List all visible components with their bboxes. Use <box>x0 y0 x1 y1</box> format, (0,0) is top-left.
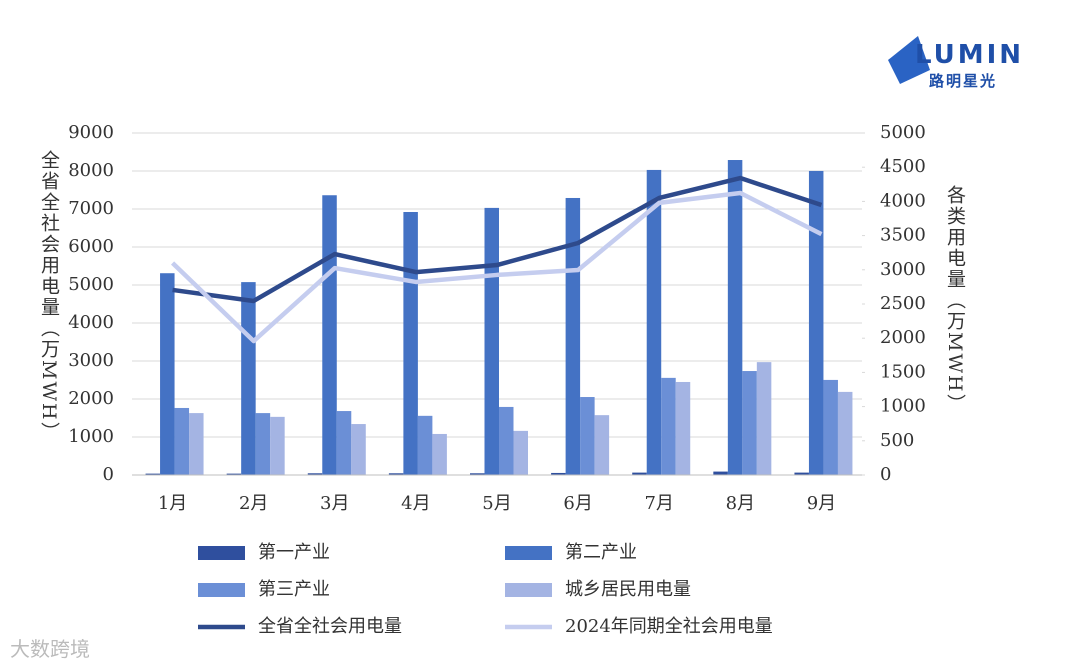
line <box>170 190 823 344</box>
bar <box>351 424 366 475</box>
bar <box>241 282 256 475</box>
y2-tick-label: 5000 <box>880 122 926 143</box>
y-tick-label: 2000 <box>68 388 114 409</box>
bar <box>226 473 242 475</box>
bar <box>713 471 728 475</box>
legend-label: 全省全社会用电量 <box>258 616 402 637</box>
bar <box>551 472 566 475</box>
x-tick-label: 1月 <box>158 493 187 514</box>
logo: LUMIN 路明星光 <box>915 40 1024 91</box>
x-tick-label: 9月 <box>807 493 836 514</box>
legend-label: 第三产业 <box>258 579 330 600</box>
bar <box>336 411 352 475</box>
legend-swatch <box>198 583 245 597</box>
y2-tick-label: 1500 <box>880 361 926 382</box>
bar <box>675 381 691 475</box>
bar <box>417 415 433 475</box>
legend-swatch <box>198 546 245 560</box>
bar <box>661 377 676 475</box>
bar <box>580 397 595 475</box>
bar <box>174 407 190 475</box>
bar <box>594 415 610 475</box>
y2-tick-label: 1000 <box>880 396 926 417</box>
y2-tick-label: 3000 <box>880 259 926 280</box>
bar <box>808 170 824 475</box>
bar <box>742 371 757 475</box>
bar <box>322 195 337 475</box>
bar <box>484 207 499 475</box>
x-tick-label: 3月 <box>320 493 349 514</box>
legend-swatch <box>505 546 552 560</box>
y-axis-label: 全省全社会用电量（万MWH） <box>38 150 60 443</box>
line <box>172 175 823 304</box>
bar <box>499 406 514 475</box>
bar <box>160 273 175 475</box>
logo-name: LUMIN <box>914 40 1024 70</box>
bar <box>794 472 809 475</box>
bar <box>823 379 838 475</box>
legend-label: 城乡居民用电量 <box>565 579 691 600</box>
bar <box>255 413 271 475</box>
bar <box>470 473 485 475</box>
y2-tick-label: 4500 <box>880 156 926 177</box>
x-tick-label: 6月 <box>563 493 592 514</box>
bar <box>727 160 743 475</box>
y2-axis-label: 各类用电量（万MWH） <box>944 185 966 415</box>
logo-icon <box>888 36 930 84</box>
x-tick-label: 4月 <box>401 493 430 514</box>
y-tick-label: 9000 <box>68 122 114 143</box>
bar <box>513 430 528 475</box>
legend-label: 第二产业 <box>565 542 637 563</box>
y-tick-label: 6000 <box>68 236 114 257</box>
logo-subtitle: 路明星光 <box>928 72 997 90</box>
bar <box>270 416 285 475</box>
y2-tick-label: 0 <box>880 464 891 485</box>
y-tick-label: 8000 <box>68 160 114 181</box>
bar <box>145 473 161 475</box>
bar <box>388 473 404 475</box>
y-tick-label: 4000 <box>68 312 114 333</box>
legend-label: 2024年同期全社会用电量 <box>565 616 773 637</box>
bar <box>307 473 323 475</box>
x-tick-label: 7月 <box>644 493 673 514</box>
y-tick-label: 3000 <box>68 350 114 371</box>
y-tick-label: 1000 <box>68 426 114 447</box>
bar <box>646 169 662 475</box>
y-tick-label: 0 <box>103 464 114 485</box>
bar <box>432 433 447 475</box>
y2-tick-label: 2500 <box>880 293 926 314</box>
x-tick-label: 2月 <box>239 493 268 514</box>
y2-tick-label: 500 <box>880 430 914 451</box>
y-tick-label: 5000 <box>68 274 114 295</box>
y2-tick-label: 3500 <box>880 225 926 246</box>
bar <box>189 413 204 475</box>
bar <box>403 212 418 475</box>
y-tick-label: 7000 <box>68 198 114 219</box>
bar <box>632 472 647 475</box>
x-tick-label: 8月 <box>726 493 755 514</box>
legend-swatch <box>505 583 552 597</box>
bar <box>837 391 853 475</box>
legend-label: 第一产业 <box>258 542 330 563</box>
x-tick-label: 5月 <box>482 493 511 514</box>
watermark: 大数跨境 <box>10 637 90 661</box>
y2-tick-label: 4000 <box>880 190 926 211</box>
bar <box>565 197 581 476</box>
bar <box>756 362 772 475</box>
y2-tick-label: 2000 <box>880 327 926 348</box>
